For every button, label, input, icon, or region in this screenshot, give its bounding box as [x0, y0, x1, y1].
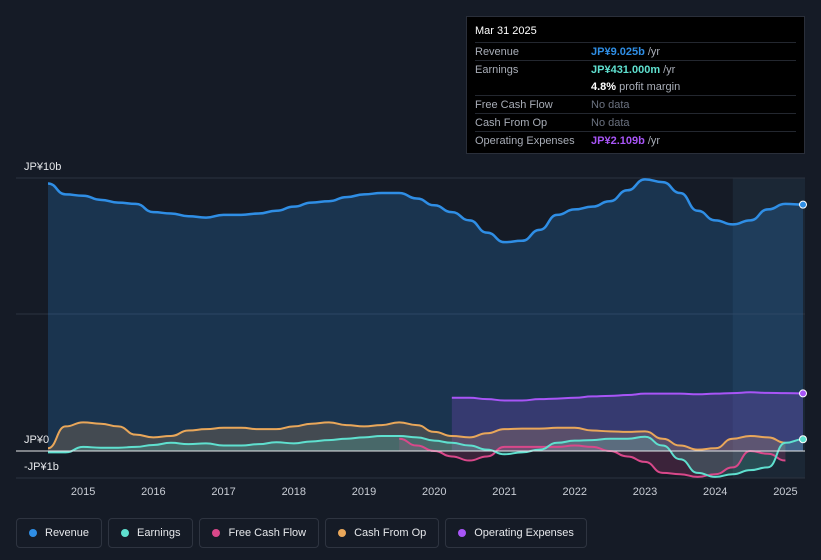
- legend-label: Revenue: [45, 527, 90, 539]
- highlight-region: [732, 178, 805, 478]
- operating-expenses-area: [451, 392, 803, 451]
- tooltip-label: Free Cash Flow: [475, 98, 553, 111]
- tooltip-label: Operating Expenses: [475, 134, 575, 147]
- x-tick-label: 2018: [282, 486, 306, 498]
- x-tick-label: 2019: [352, 486, 376, 498]
- tooltip-unit: /yr: [647, 134, 661, 147]
- tooltip-value: 4.8%: [591, 80, 617, 93]
- tooltip-panel: Mar 31 2025 Revenue JP¥9.025b /yr Earnin…: [466, 16, 805, 154]
- legend-label: Free Cash Flow: [228, 527, 307, 539]
- tooltip-value: No data: [591, 116, 630, 129]
- x-tick-label: 2023: [633, 486, 657, 498]
- tooltip-label: Revenue: [475, 45, 520, 58]
- legend-label: Cash From Op: [354, 527, 427, 539]
- operating-expenses-dot-icon: [458, 529, 467, 537]
- tooltip-value: JP¥431.000m: [591, 63, 661, 76]
- tooltip-row-fcf: Free Cash Flow No data: [475, 95, 796, 113]
- legend: Revenue Earnings Free Cash Flow Cash Fro…: [16, 518, 587, 548]
- cash-from-op-dot-icon: [338, 529, 347, 537]
- tooltip-row-revenue: Revenue JP¥9.025b /yr: [475, 42, 796, 60]
- legend-label: Earnings: [137, 527, 181, 539]
- y-axis-label: JP¥0: [24, 434, 49, 446]
- y-axis-label: -JP¥1b: [24, 461, 59, 473]
- legend-item-revenue[interactable]: Revenue: [16, 518, 103, 548]
- tooltip-value: No data: [591, 98, 630, 111]
- earnings-dot-icon: [121, 529, 130, 537]
- revenue-area: [48, 179, 803, 452]
- legend-item-earnings[interactable]: Earnings: [108, 518, 194, 548]
- tooltip-value: JP¥9.025b: [591, 45, 645, 58]
- x-tick-label: 2015: [71, 486, 95, 498]
- x-tick-label: 2020: [422, 486, 446, 498]
- x-tick-label: 2024: [703, 486, 727, 498]
- tooltip-label: Cash From Op: [475, 116, 548, 129]
- tooltip-label: Earnings: [475, 63, 519, 76]
- x-tick-label: 2016: [141, 486, 165, 498]
- legend-label: Operating Expenses: [474, 527, 574, 539]
- free-cash-flow-dot-icon: [212, 529, 221, 537]
- tooltip-row-earnings: Earnings JP¥431.000m /yr: [475, 60, 796, 78]
- revenue-line: [47, 178, 804, 244]
- tooltip-date: Mar 31 2025: [475, 25, 537, 37]
- tooltip-unit: /yr: [663, 63, 676, 76]
- x-tick-label: 2021: [492, 486, 516, 498]
- earnings-line: [48, 434, 804, 478]
- x-tick-label: 2022: [563, 486, 587, 498]
- earnings-end-marker: [799, 435, 807, 444]
- free-cash-flow-line: [399, 437, 786, 478]
- x-tick-label: 2017: [211, 486, 235, 498]
- tooltip-row-margin: 4.8% profit margin: [475, 78, 796, 95]
- x-tick-label: 2025: [773, 486, 797, 498]
- tooltip-unit: profit margin: [619, 80, 681, 93]
- legend-item-free-cash-flow[interactable]: Free Cash Flow: [199, 518, 320, 548]
- revenue-end-marker: [799, 200, 807, 209]
- operating-expenses-line: [451, 391, 804, 402]
- tooltip-row-cfo: Cash From Op No data: [475, 113, 796, 131]
- cash-from-op-line: [47, 421, 786, 451]
- legend-item-operating-expenses[interactable]: Operating Expenses: [445, 518, 587, 548]
- revenue-dot-icon: [29, 529, 37, 537]
- y-axis-label: JP¥10b: [24, 161, 61, 173]
- tooltip-unit: /yr: [647, 45, 661, 58]
- operating-expenses-end-marker: [799, 389, 807, 398]
- tooltip-row-opex: Operating Expenses JP¥2.109b /yr: [475, 131, 796, 149]
- legend-item-cash-from-op[interactable]: Cash From Op: [325, 518, 440, 548]
- tooltip-value: JP¥2.109b: [591, 134, 645, 147]
